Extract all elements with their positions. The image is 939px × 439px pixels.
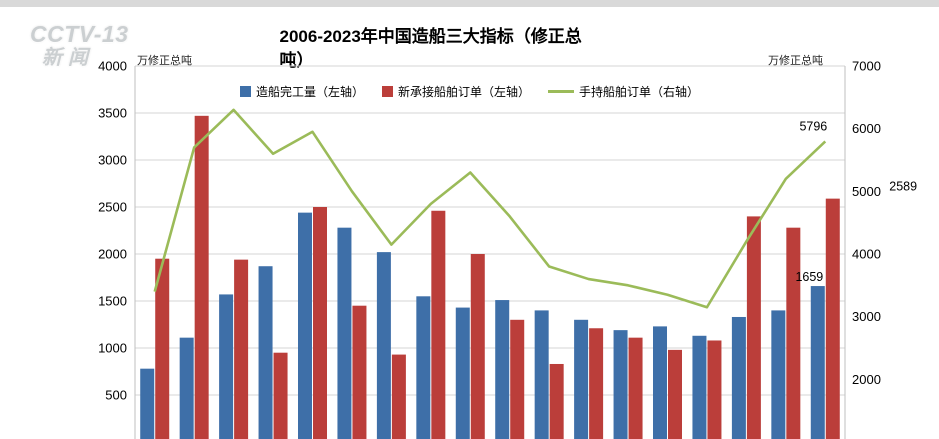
bar-2022-series0 bbox=[771, 310, 786, 439]
cctv-watermark: CCTV-13 新闻 bbox=[30, 21, 129, 70]
bar-2009-series1 bbox=[273, 352, 288, 439]
bar-2018-series1 bbox=[628, 337, 643, 439]
top-border-strip bbox=[0, 0, 939, 7]
chart-title: 2006-2023年中国造船三大指标（修正总 吨） bbox=[279, 27, 582, 70]
left-axis-tick-label: 2500 bbox=[98, 200, 127, 215]
bar-2013-series1 bbox=[431, 210, 446, 439]
bar-2020-series0 bbox=[692, 335, 707, 439]
bar-2015-series1 bbox=[510, 319, 525, 439]
channel-caption-text: 新闻 bbox=[42, 47, 94, 70]
bar-2009-series0 bbox=[258, 266, 273, 439]
data-label-2589: 2589 bbox=[889, 180, 917, 194]
bar-2019-series1 bbox=[668, 349, 682, 439]
right-axis-tick-label: 5000 bbox=[852, 184, 881, 199]
left-axis-unit-label: 万修正总吨 bbox=[137, 55, 192, 67]
bar-2010-series1 bbox=[313, 207, 327, 439]
bar-2007-series0 bbox=[179, 337, 194, 439]
bar-2023-series0 bbox=[810, 286, 825, 439]
bar-2012-series0 bbox=[376, 252, 391, 439]
right-axis-unit-label: 万修正总吨 bbox=[768, 55, 823, 67]
left-axis-tick-label: 1500 bbox=[98, 294, 127, 309]
bar-2021-series1 bbox=[746, 216, 761, 439]
bar-2011-series0 bbox=[337, 227, 352, 439]
left-axis-tick-label: 4000 bbox=[98, 59, 127, 74]
left-axis-tick-label: 3000 bbox=[98, 153, 127, 168]
left-axis-tick-label: 2000 bbox=[98, 247, 127, 262]
legend-square-swatch-icon bbox=[239, 86, 251, 97]
bar-2012-series1 bbox=[391, 354, 406, 439]
bar-2020-series1 bbox=[707, 340, 722, 439]
right-axis-tick-label: 7000 bbox=[852, 59, 881, 74]
bar-2008-series0 bbox=[219, 294, 234, 439]
data-label-5796: 5796 bbox=[799, 119, 827, 133]
legend-label: 造船完工量（左轴） bbox=[255, 85, 364, 99]
bar-2017-series1 bbox=[589, 328, 604, 439]
trend-line bbox=[153, 108, 827, 309]
left-axis-tick-label: 3500 bbox=[98, 106, 127, 121]
legend-label: 新承接船舶订单（左轴） bbox=[397, 85, 530, 99]
right-axis-tick-label: 2000 bbox=[852, 372, 881, 387]
legend-item: 新承接船舶订单（左轴） bbox=[381, 83, 530, 100]
bar-2021-series0 bbox=[731, 316, 746, 439]
bar-2023-series1 bbox=[825, 198, 840, 439]
bar-2019-series0 bbox=[653, 326, 667, 439]
bar-2014-series1 bbox=[470, 254, 485, 439]
bar-2015-series0 bbox=[495, 300, 510, 439]
bar-2010-series0 bbox=[298, 212, 312, 439]
bar-2013-series0 bbox=[416, 296, 431, 439]
legend-square-swatch-icon bbox=[381, 86, 393, 97]
legend-item: 造船完工量（左轴） bbox=[239, 83, 364, 100]
bar-2017-series0 bbox=[574, 319, 589, 439]
bar-2011-series1 bbox=[352, 305, 367, 439]
chart-legend: 造船完工量（左轴） 新承接船舶订单（左轴） 手持船舶订单（右轴） bbox=[0, 83, 939, 100]
right-axis-tick-label: 3000 bbox=[852, 309, 881, 324]
bar-2014-series0 bbox=[455, 307, 470, 439]
right-axis-tick-label: 4000 bbox=[852, 247, 881, 262]
left-axis-tick-label: 500 bbox=[105, 388, 127, 403]
bar-2006-series0 bbox=[140, 368, 155, 439]
channel-logo-text: CCTV-13 bbox=[30, 21, 129, 47]
right-axis-tick-label: 6000 bbox=[852, 121, 881, 136]
bar-2006-series1 bbox=[155, 258, 170, 439]
legend-label: 手持船舶订单（右轴） bbox=[579, 85, 700, 99]
bar-2007-series1 bbox=[194, 115, 209, 439]
bar-2016-series1 bbox=[549, 363, 564, 439]
data-label-1659: 1659 bbox=[795, 270, 823, 284]
legend-item: 手持船舶订单（右轴） bbox=[548, 83, 699, 100]
left-axis-tick-label: 1000 bbox=[98, 341, 127, 356]
legend-line-swatch-icon bbox=[548, 90, 574, 93]
bar-2022-series1 bbox=[786, 227, 801, 439]
bar-2008-series1 bbox=[234, 259, 249, 439]
bar-2016-series0 bbox=[534, 310, 549, 439]
bar-2018-series0 bbox=[613, 330, 628, 439]
